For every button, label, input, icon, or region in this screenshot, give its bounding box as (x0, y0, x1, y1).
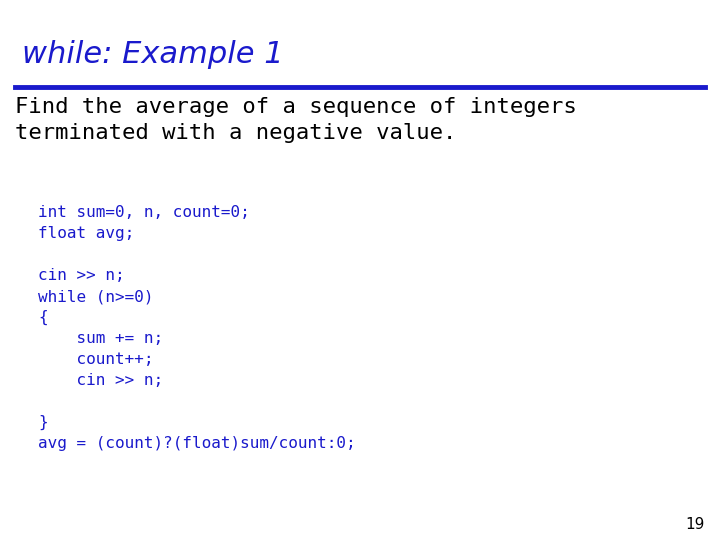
Text: Find the average of a sequence of integers
terminated with a negative value.: Find the average of a sequence of intege… (15, 97, 577, 143)
Text: 19: 19 (685, 517, 705, 532)
Text: while: Example 1: while: Example 1 (22, 40, 284, 69)
Text: int sum=0, n, count=0;
float avg;

cin >> n;
while (n>=0)
{
    sum += n;
    co: int sum=0, n, count=0; float avg; cin >>… (38, 205, 356, 451)
